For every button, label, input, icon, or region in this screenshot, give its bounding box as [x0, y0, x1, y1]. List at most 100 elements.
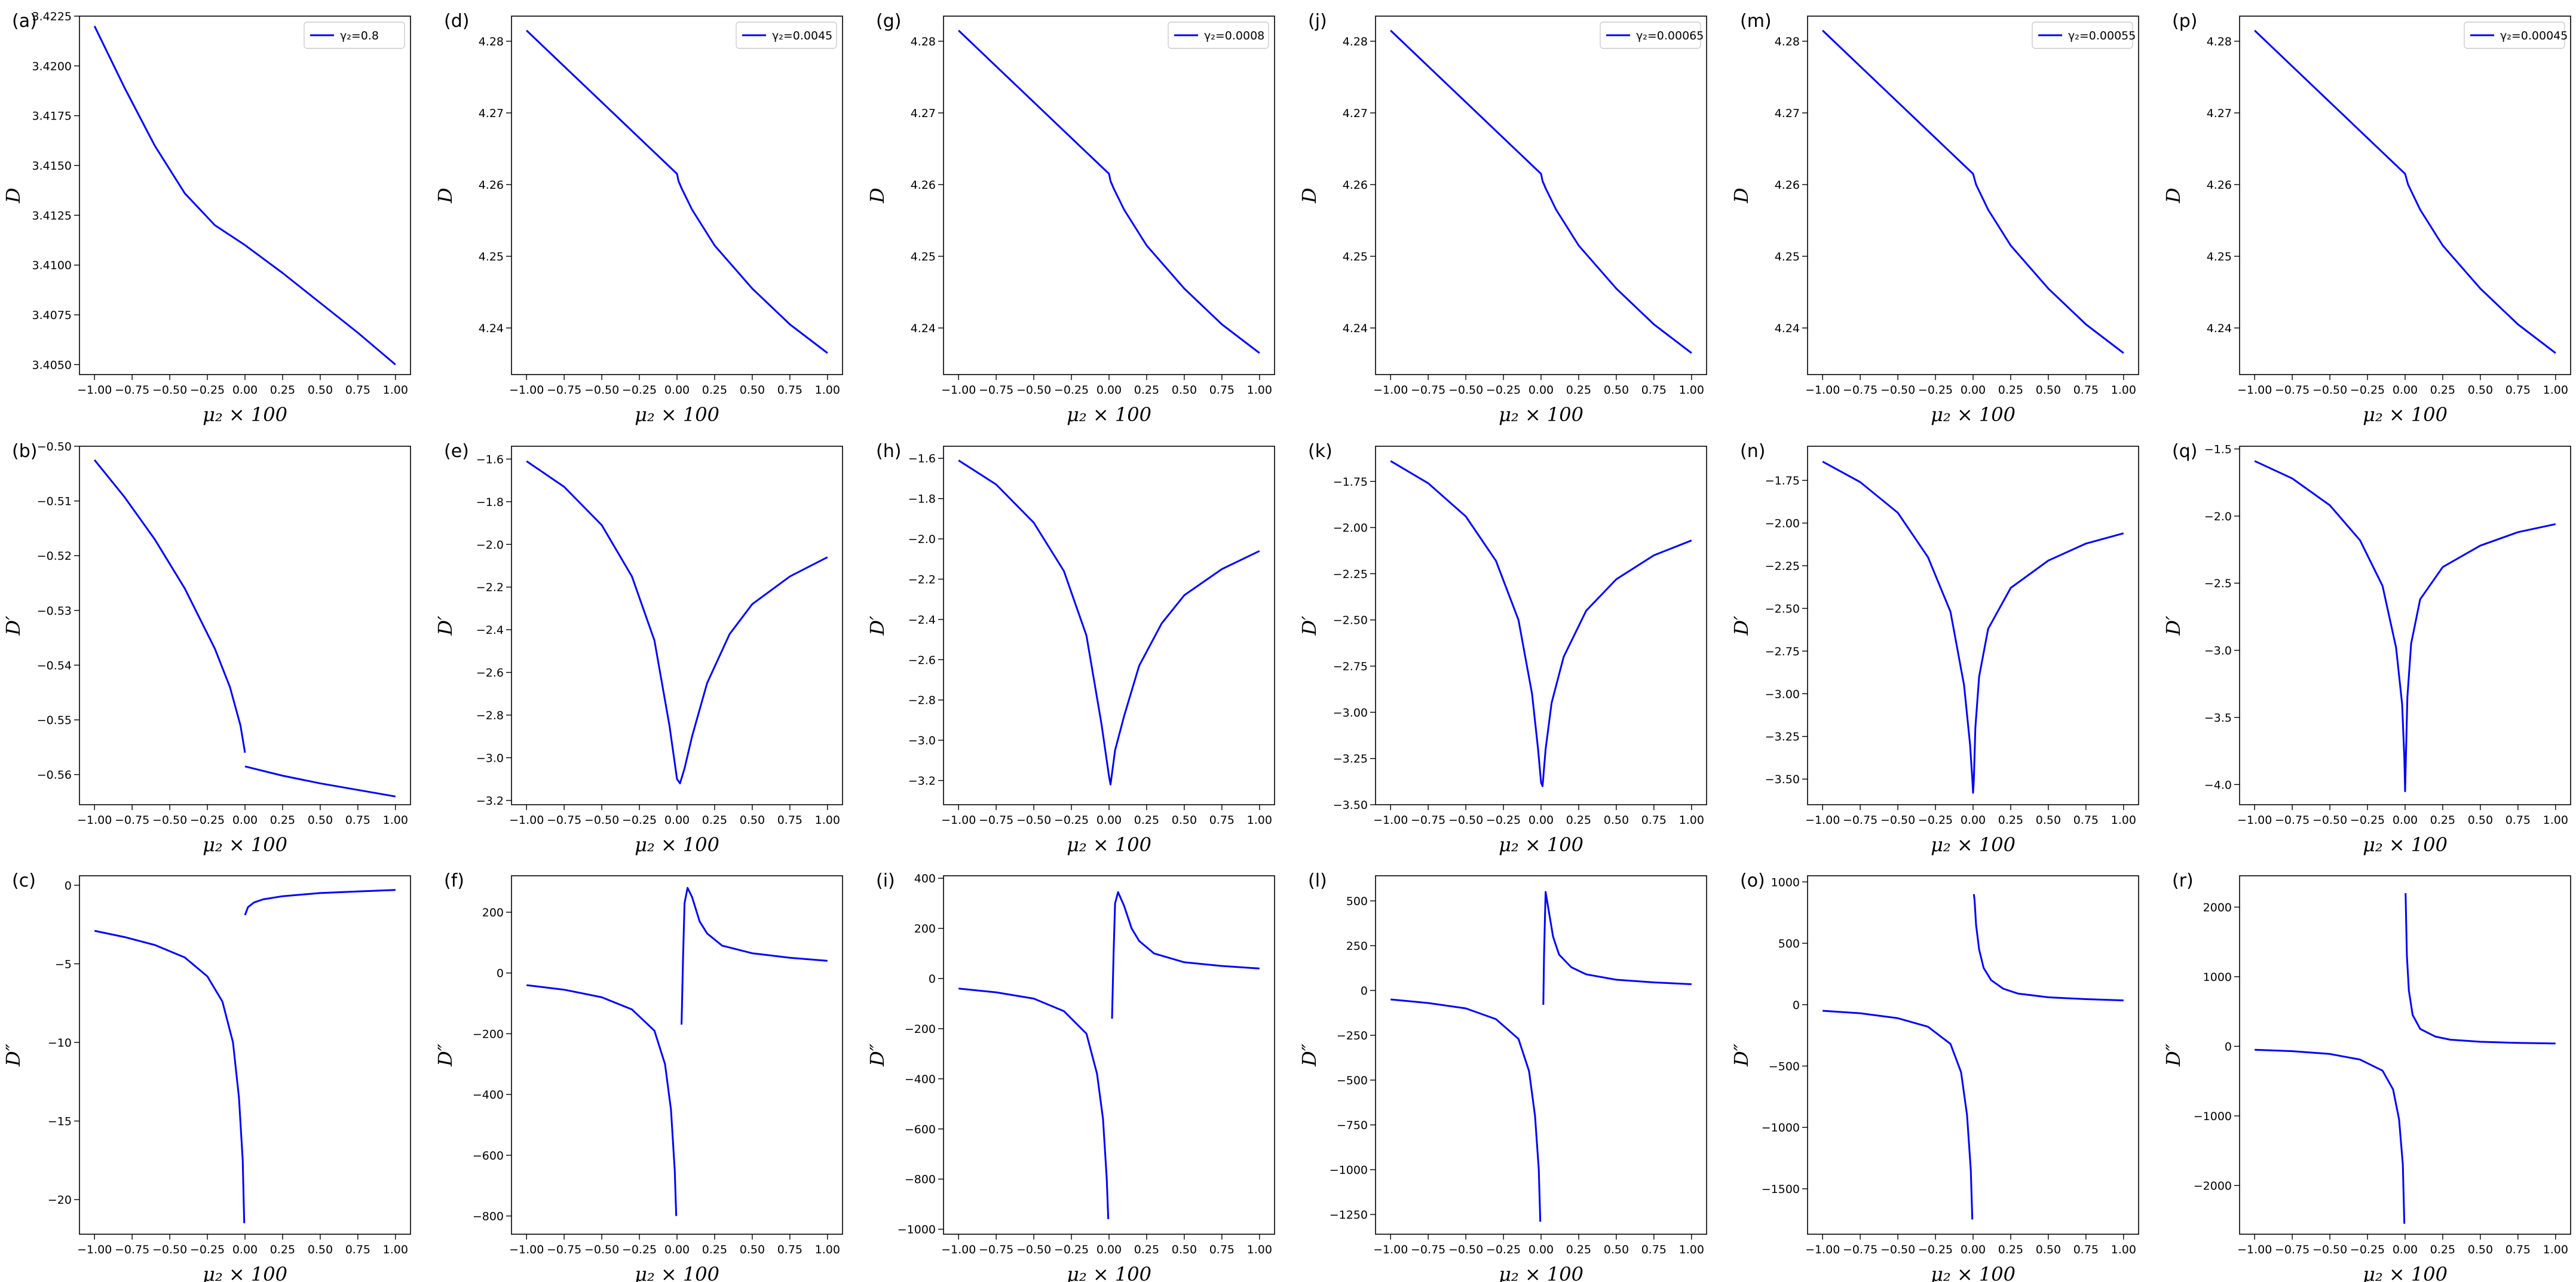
- x-tick-label-r-0: −1.00: [2237, 1243, 2272, 1256]
- y-axis-label-q: D′: [2162, 615, 2185, 636]
- x-tick-label-f-1: −0.75: [547, 1243, 581, 1256]
- x-tick-label-r-5: 0.25: [2430, 1243, 2455, 1256]
- x-tick-label-e-0: −1.00: [509, 814, 544, 827]
- x-tick-label-i-1: −0.75: [979, 1243, 1013, 1256]
- y-tick-label-r-3: −1000: [2194, 1110, 2232, 1123]
- x-tick-label-b-7: 0.75: [345, 814, 370, 827]
- subplot-m: −1.00 −0.75 −0.50 −0.25 0.00 0.25 0.50 0.75 1.00…: [1730, 11, 2139, 426]
- x-tick-label-d-6: 0.50: [740, 384, 765, 397]
- x-tick-label-p-3: −0.25: [2350, 384, 2385, 397]
- y-tick-label-o-2: 0: [1793, 999, 1800, 1012]
- panel-label-h: (h): [876, 441, 901, 462]
- x-tick-label-k-1: −0.75: [1411, 814, 1445, 827]
- x-axis-label-i: μ₂ × 100: [1067, 1263, 1151, 1282]
- legend-box-d: [736, 22, 837, 49]
- y-axis-label-j: D: [1298, 188, 1321, 204]
- legend-box-m: [2032, 22, 2133, 49]
- legend-box-a: [304, 22, 405, 49]
- legend-text-j: γ₂=0.00065: [1636, 29, 1704, 42]
- y-tick-label-r-4: −2000: [2194, 1179, 2232, 1192]
- x-axis-label-h: μ₂ × 100: [1067, 833, 1151, 856]
- series-line-l-0: [1390, 998, 1542, 1222]
- y-axis-label-h: D′: [866, 615, 889, 636]
- x-tick-label-c-3: −0.25: [190, 1243, 225, 1256]
- x-tick-label-o-0: −1.00: [1805, 1243, 1840, 1256]
- subplot-l: −1.00 −0.75 −0.50 −0.25 0.00 0.25 0.50 0.75 1.00…: [1298, 870, 1707, 1282]
- y-tick-label-o-3: −500: [1769, 1060, 1800, 1073]
- y-tick-label-h-3: −2.2: [908, 573, 936, 586]
- y-tick-label-l-3: −250: [1337, 1029, 1368, 1042]
- x-tick-label-n-8: 1.00: [2111, 814, 2136, 827]
- x-tick-label-r-1: −0.75: [2275, 1243, 2309, 1256]
- y-tick-label-m-1: 4.25: [1775, 250, 1800, 263]
- x-tick-label-l-1: −0.75: [1411, 1243, 1445, 1256]
- x-tick-label-q-5: 0.25: [2430, 814, 2455, 827]
- y-tick-label-k-2: −2.25: [1333, 568, 1368, 581]
- x-tick-label-c-5: 0.25: [270, 1243, 295, 1256]
- x-tick-label-g-4: 0.00: [1096, 384, 1122, 397]
- x-tick-label-i-5: 0.25: [1134, 1243, 1159, 1256]
- y-axis-label-d: D: [434, 188, 457, 204]
- y-tick-label-l-0: 500: [1346, 895, 1368, 908]
- x-tick-label-j-7: 0.75: [1641, 384, 1667, 397]
- y-axis-label-o: D″: [1730, 1044, 1753, 1067]
- y-tick-label-e-6: −2.8: [476, 709, 504, 722]
- y-tick-label-l-4: −500: [1337, 1074, 1368, 1087]
- y-axis-label-i: D″: [866, 1044, 889, 1067]
- axes-frame-f: [511, 875, 843, 1235]
- y-tick-label-n-4: −2.75: [1765, 645, 1800, 658]
- x-tick-label-g-0: −1.00: [941, 384, 976, 397]
- y-tick-label-a-7: 3.4225: [32, 10, 72, 23]
- x-tick-label-h-6: 0.50: [1172, 814, 1197, 827]
- x-tick-label-m-5: 0.25: [1998, 384, 2023, 397]
- x-tick-label-e-5: 0.25: [702, 814, 727, 827]
- x-tick-label-i-0: −1.00: [941, 1243, 976, 1256]
- y-tick-label-f-3: −400: [473, 1088, 504, 1102]
- axes-frame-r: [2239, 875, 2571, 1235]
- x-tick-label-c-0: −1.00: [77, 1243, 112, 1256]
- x-tick-label-o-3: −0.25: [1918, 1243, 1953, 1256]
- y-tick-label-b-2: −0.52: [37, 550, 72, 563]
- axes-frame-d: [511, 16, 843, 375]
- legend-box-p: [2464, 22, 2565, 49]
- axes-frame-p: [2239, 16, 2571, 375]
- y-tick-label-p-1: 4.25: [2207, 250, 2232, 263]
- y-tick-label-d-3: 4.27: [479, 107, 504, 120]
- x-tick-label-p-4: 0.00: [2393, 384, 2418, 397]
- series-line-e-0: [526, 460, 828, 784]
- x-tick-label-f-8: 1.00: [815, 1243, 840, 1256]
- x-tick-label-l-5: 0.25: [1566, 1243, 1591, 1256]
- x-tick-label-d-2: −0.50: [584, 384, 619, 397]
- x-tick-label-e-3: −0.25: [622, 814, 657, 827]
- axes-frame-l: [1375, 875, 1707, 1235]
- x-tick-label-d-8: 1.00: [815, 384, 840, 397]
- x-tick-label-a-6: 0.50: [308, 384, 333, 397]
- y-tick-label-i-7: −1000: [898, 1223, 936, 1237]
- series-line-a-0: [93, 26, 246, 246]
- x-tick-label-a-7: 0.75: [345, 384, 370, 397]
- panel-label-l: (l): [1308, 870, 1327, 891]
- y-axis-label-c: D″: [2, 1044, 24, 1067]
- legend-text-m: γ₂=0.00055: [2068, 29, 2136, 42]
- series-line-g-0: [958, 29, 1260, 354]
- x-tick-label-l-7: 0.75: [1641, 1243, 1667, 1256]
- x-tick-label-b-8: 1.00: [383, 814, 408, 827]
- y-tick-label-k-5: −3.00: [1333, 706, 1368, 719]
- y-tick-label-r-2: 0: [2225, 1040, 2232, 1053]
- y-tick-label-j-3: 4.27: [1343, 107, 1368, 120]
- subplot-r: −1.00 −0.75 −0.50 −0.25 0.00 0.25 0.50 0.75 1.00…: [2162, 870, 2571, 1282]
- x-tick-label-r-4: 0.00: [2393, 1243, 2418, 1256]
- panel-label-r: (r): [2172, 870, 2194, 891]
- legend-text-g: γ₂=0.0008: [1204, 29, 1264, 42]
- x-tick-label-o-7: 0.75: [2073, 1243, 2099, 1256]
- x-axis-label-d: μ₂ × 100: [635, 403, 719, 426]
- y-tick-label-l-5: −750: [1337, 1119, 1368, 1132]
- x-tick-label-a-2: −0.50: [152, 384, 187, 397]
- series-line-r-0: [2255, 1048, 2406, 1224]
- x-tick-label-h-0: −1.00: [941, 814, 976, 827]
- x-axis-label-c: μ₂ × 100: [203, 1263, 287, 1282]
- axes-frame-o: [1807, 875, 2139, 1235]
- x-tick-label-f-2: −0.50: [584, 1243, 619, 1256]
- x-tick-label-n-3: −0.25: [1918, 814, 1953, 827]
- y-tick-label-n-6: −3.25: [1765, 731, 1800, 744]
